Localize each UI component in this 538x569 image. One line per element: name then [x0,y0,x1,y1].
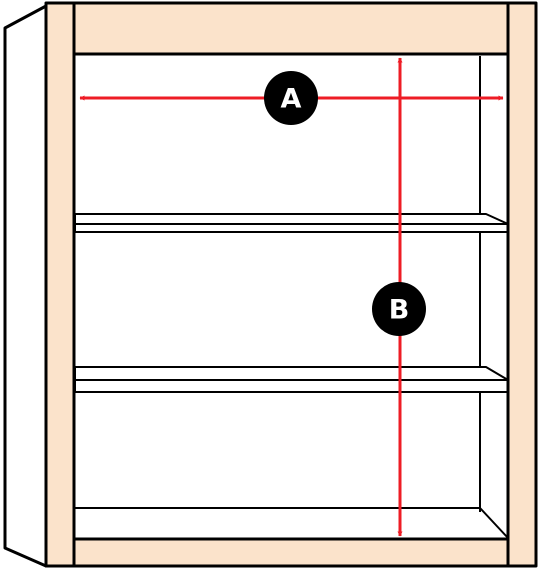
height-label-circle [372,282,426,336]
lower-shelf-top [74,366,509,381]
lower-shelf-front [74,379,509,393]
frame-bottom-rail [72,537,510,568]
left-side-panel [3,4,48,568]
width-label-circle [264,71,318,125]
width-label-text: A [281,84,302,115]
interior-bottom-edge [75,507,509,539]
height-label-text: B [389,295,410,326]
height-label-badge: B [372,282,426,336]
width-label-badge: A [264,71,318,125]
upper-shelf-top [74,213,509,225]
frame-top-rail [72,1,510,56]
frame-left-stile [44,1,76,568]
frame-right-stile [506,1,538,568]
upper-shelf-front [74,223,509,233]
interior-back [72,52,509,541]
